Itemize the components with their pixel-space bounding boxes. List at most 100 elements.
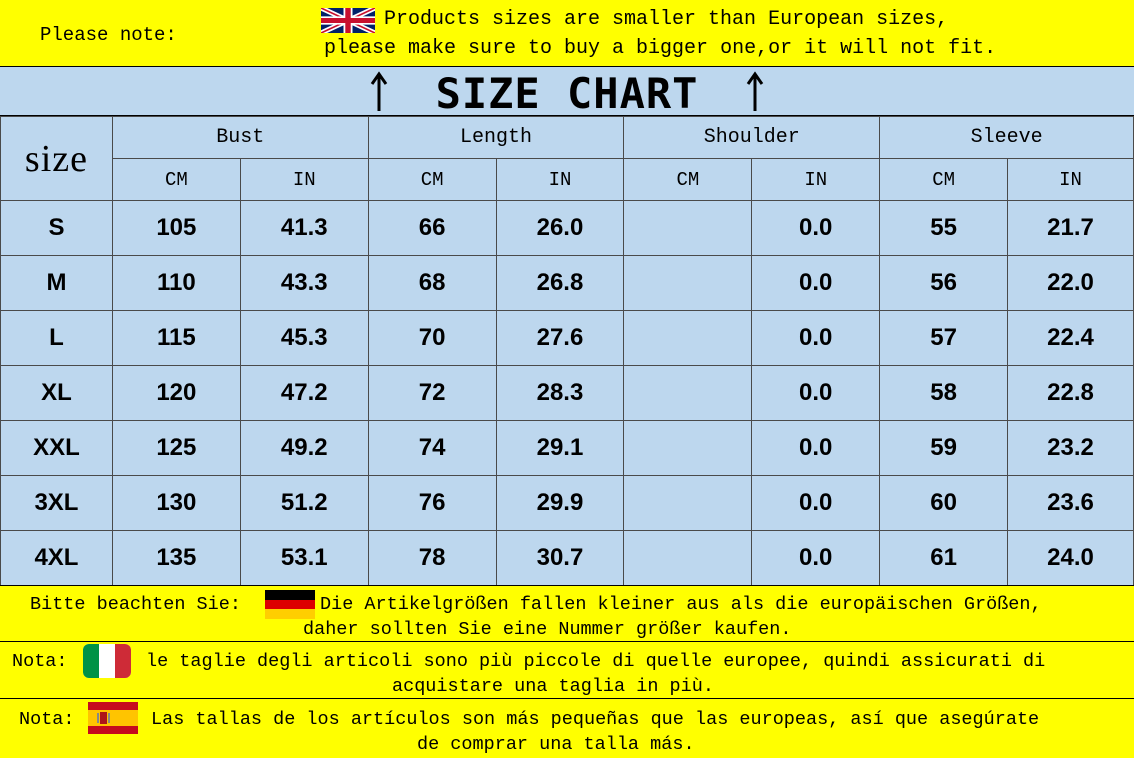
table-cell: 78: [367, 530, 497, 586]
spanish-note: Nota: Las tallas de los artículos son má…: [0, 698, 1134, 758]
size-table: size Bust Length Shoulder Sleeve CM IN C…: [0, 116, 1134, 586]
italian-flag-icon: [83, 644, 131, 678]
table-cell: 105: [111, 200, 241, 256]
table-cell: 27.6: [495, 310, 625, 366]
table-cell: 0.0: [751, 310, 881, 366]
table-cell: 22.8: [1007, 365, 1134, 421]
table-row: L 115 45.3 70 27.6 0.0 57 22.4: [0, 310, 1134, 366]
table-cell: 21.7: [1007, 200, 1134, 256]
unit-header: IN: [751, 158, 881, 201]
italian-note-line2: acquistare una taglia in più.: [392, 676, 714, 697]
table-row: XXL 125 49.2 74 29.1 0.0 59 23.2: [0, 420, 1134, 476]
table-cell: 43.3: [239, 255, 369, 311]
table-cell: 0.0: [751, 420, 881, 476]
table-cell: 61: [879, 530, 1009, 586]
unit-header: CM: [879, 158, 1009, 201]
table-cell: 56: [879, 255, 1009, 311]
table-cell: 115: [111, 310, 241, 366]
unit-header: IN: [495, 158, 625, 201]
table-cell: [623, 255, 753, 311]
table-cell: 60: [879, 475, 1009, 531]
table-cell: 59: [879, 420, 1009, 476]
table-cell: 26.8: [495, 255, 625, 311]
table-cell: [623, 365, 753, 421]
german-note: Bitte beachten Sie: Die Artikelgrößen fa…: [0, 585, 1134, 642]
german-note-line2: daher sollten Sie eine Nummer größer kau…: [303, 619, 792, 640]
table-cell: 29.1: [495, 420, 625, 476]
unit-header: CM: [623, 158, 753, 201]
table-cell: 47.2: [239, 365, 369, 421]
length-header: Length: [367, 116, 625, 159]
size-label-cell: S: [0, 200, 113, 256]
table-cell: 26.0: [495, 200, 625, 256]
table-cell: [623, 475, 753, 531]
spanish-flag-icon: [88, 702, 138, 734]
table-cell: 0.0: [751, 200, 881, 256]
table-cell: 45.3: [239, 310, 369, 366]
table-cell: 125: [111, 420, 241, 476]
table-cell: 0.0: [751, 475, 881, 531]
table-cell: 30.7: [495, 530, 625, 586]
italian-note: Nota: le taglie degli articoli sono più …: [0, 641, 1134, 699]
size-label-cell: XXL: [0, 420, 113, 476]
page-title: SIZE CHART: [435, 69, 699, 118]
table-cell: 0.0: [751, 530, 881, 586]
table-row: 4XL 135 53.1 78 30.7 0.0 61 24.0: [0, 530, 1134, 586]
table-cell: 76: [367, 475, 497, 531]
table-cell: 23.2: [1007, 420, 1134, 476]
german-note-line1: Die Artikelgrößen fallen kleiner aus als…: [320, 594, 1042, 615]
german-flag-icon: [265, 590, 315, 619]
table-cell: 74: [367, 420, 497, 476]
table-cell: 22.4: [1007, 310, 1134, 366]
bust-header: Bust: [111, 116, 369, 159]
unit-header: IN: [1007, 158, 1134, 201]
size-table-body: S 105 41.3 66 26.0 0.0 55 21.7 M 110 43.3 68 26.8 0.0…: [0, 200, 1134, 586]
size-label-cell: 3XL: [0, 475, 113, 531]
english-note: Please note: Products sizes are smaller …: [0, 0, 1134, 67]
up-arrow-icon: [746, 71, 764, 111]
size-label-cell: XL: [0, 365, 113, 421]
table-cell: 72: [367, 365, 497, 421]
table-row: M 110 43.3 68 26.8 0.0 56 22.0: [0, 255, 1134, 311]
spanish-note-line2: de comprar una talla más.: [417, 734, 695, 755]
english-note-label: Please note:: [40, 24, 177, 46]
size-label-cell: L: [0, 310, 113, 366]
table-cell: 58: [879, 365, 1009, 421]
table-cell: 41.3: [239, 200, 369, 256]
table-cell: 70: [367, 310, 497, 366]
size-label-cell: M: [0, 255, 113, 311]
english-note-line1: Products sizes are smaller than European…: [384, 8, 949, 31]
table-cell: 28.3: [495, 365, 625, 421]
italian-note-label: Nota:: [12, 651, 68, 672]
table-cell: 130: [111, 475, 241, 531]
size-column-header: size: [0, 116, 113, 201]
table-cell: 120: [111, 365, 241, 421]
table-cell: 66: [367, 200, 497, 256]
english-note-line2: please make sure to buy a bigger one,or …: [324, 37, 997, 60]
uk-flag-icon: [321, 8, 375, 33]
table-cell: 53.1: [239, 530, 369, 586]
shoulder-header: Shoulder: [623, 116, 881, 159]
spanish-note-label: Nota:: [19, 709, 75, 730]
table-cell: [623, 420, 753, 476]
table-cell: 0.0: [751, 255, 881, 311]
unit-header: IN: [239, 158, 369, 201]
german-note-label: Bitte beachten Sie:: [30, 594, 241, 615]
table-cell: [623, 310, 753, 366]
table-row: XL 120 47.2 72 28.3 0.0 58 22.8: [0, 365, 1134, 421]
unit-header: CM: [111, 158, 241, 201]
table-cell: 23.6: [1007, 475, 1134, 531]
table-cell: 51.2: [239, 475, 369, 531]
table-cell: 135: [111, 530, 241, 586]
table-cell: 110: [111, 255, 241, 311]
table-cell: [623, 530, 753, 586]
spanish-note-line1: Las tallas de los artículos son más pequ…: [151, 709, 1040, 730]
up-arrow-icon: [370, 71, 388, 111]
sleeve-header: Sleeve: [879, 116, 1134, 159]
table-cell: 57: [879, 310, 1009, 366]
table-cell: 22.0: [1007, 255, 1134, 311]
table-cell: 68: [367, 255, 497, 311]
title-band: SIZE CHART: [0, 67, 1134, 118]
table-row: 3XL 130 51.2 76 29.9 0.0 60 23.6: [0, 475, 1134, 531]
